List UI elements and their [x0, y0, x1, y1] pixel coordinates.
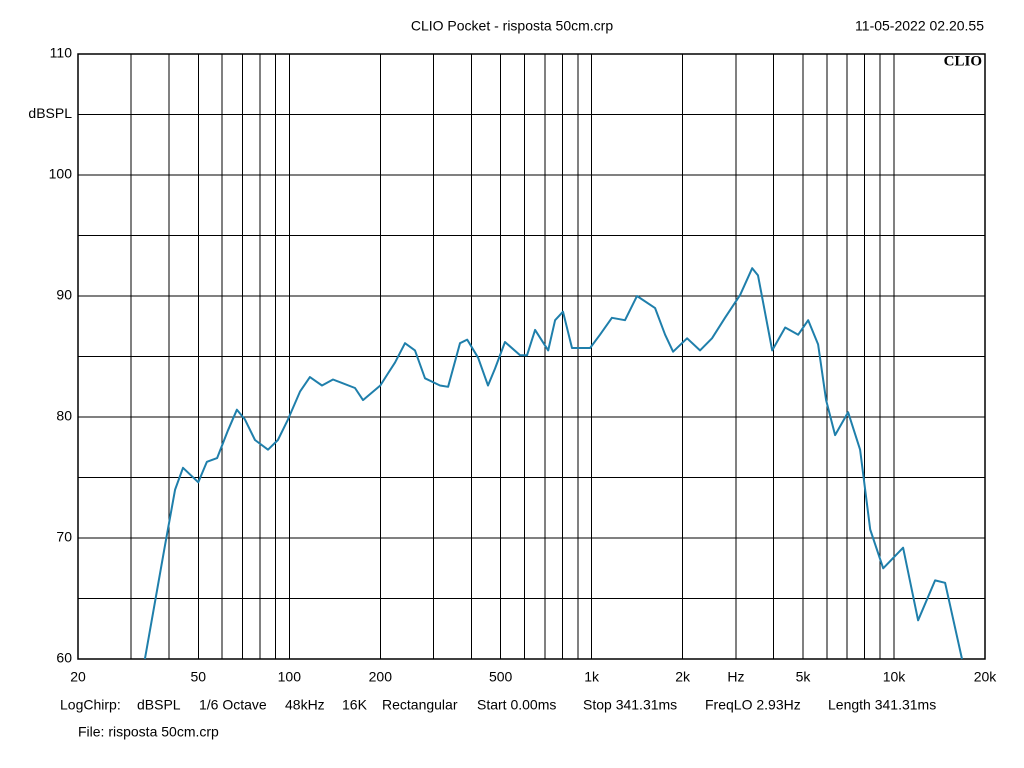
- footer-item: Stop 341.31ms: [583, 697, 677, 713]
- footer-item: Length 341.31ms: [828, 697, 936, 713]
- logo: CLIO: [944, 53, 982, 69]
- footer-item: LogChirp:: [60, 697, 121, 713]
- x-tick-label: 50: [191, 669, 207, 685]
- x-tick-label: 500: [489, 669, 513, 685]
- file-name: File: risposta 50cm.crp: [78, 724, 219, 740]
- date: 11-05-2022 02.20.55: [855, 18, 984, 34]
- x-tick-label: 1k: [584, 669, 600, 685]
- y-tick-label: 100: [49, 166, 73, 182]
- x-tick-label: 20k: [974, 669, 998, 685]
- x-tick-label: 10k: [883, 669, 907, 685]
- response-curve: [143, 267, 963, 660]
- chart-title: CLIO Pocket - risposta 50cm.crp: [411, 18, 614, 34]
- footer-item: 16K: [342, 697, 368, 713]
- footer-item: Start 0.00ms: [477, 697, 556, 713]
- y-tick-label: dBSPL: [28, 105, 72, 121]
- y-tick-label: 80: [56, 408, 72, 424]
- footer-item: dBSPL: [137, 697, 181, 713]
- y-tick-label: 90: [56, 287, 72, 303]
- plot-frame: [77, 53, 986, 660]
- x-tick-label: 5k: [796, 669, 812, 685]
- footer-item: 1/6 Octave: [199, 697, 267, 713]
- footer-item: 48kHz: [285, 697, 325, 713]
- x-tick-label: 20: [70, 669, 86, 685]
- x-tick-label: 2k: [675, 669, 691, 685]
- y-tick-label: 60: [56, 650, 72, 666]
- x-tick-label: Hz: [727, 669, 744, 685]
- x-tick-label: 100: [278, 669, 302, 685]
- footer-item: FreqLO 2.93Hz: [705, 697, 801, 713]
- y-tick-label: 70: [56, 529, 72, 545]
- x-tick-label: 200: [369, 669, 393, 685]
- y-tick-label: 110: [50, 45, 73, 61]
- footer-item: Rectangular: [382, 697, 458, 713]
